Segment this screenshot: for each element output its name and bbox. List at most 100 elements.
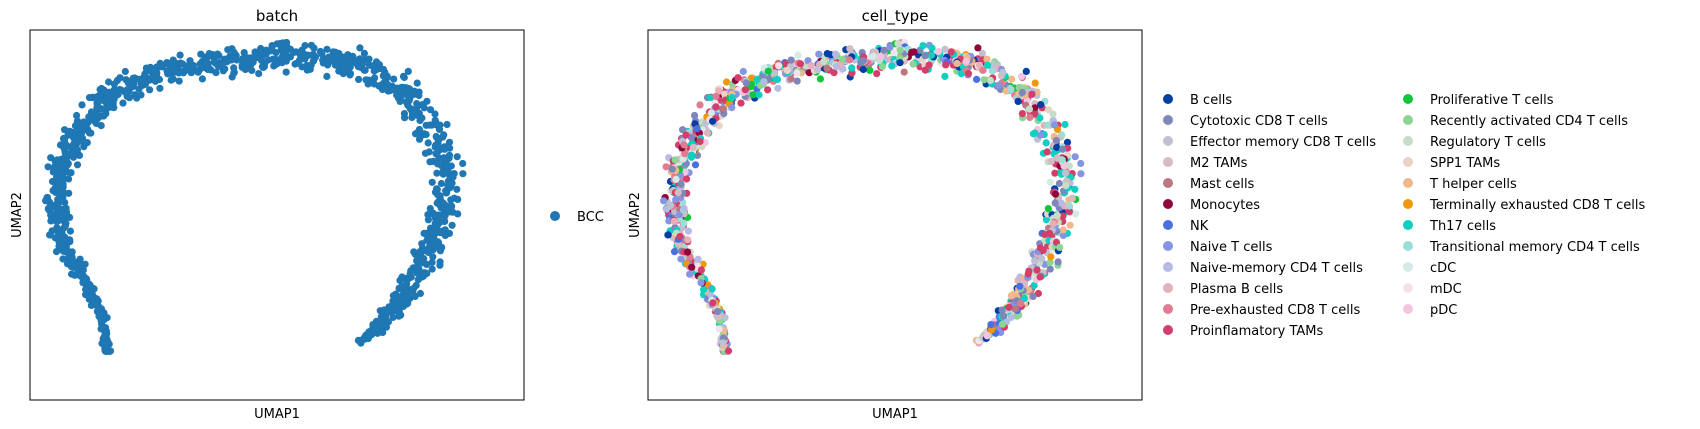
data-point bbox=[1062, 182, 1070, 190]
data-point bbox=[58, 232, 66, 241]
data-point bbox=[1036, 131, 1044, 139]
data-point bbox=[680, 219, 688, 227]
data-point bbox=[94, 92, 102, 100]
data-point bbox=[764, 67, 772, 75]
legend-label: cDC bbox=[1430, 261, 1456, 276]
data-point bbox=[381, 320, 389, 328]
data-point bbox=[1007, 313, 1015, 321]
data-point bbox=[453, 153, 461, 161]
data-point bbox=[999, 68, 1007, 76]
data-point bbox=[71, 143, 79, 152]
data-point bbox=[453, 185, 461, 193]
data-point bbox=[290, 48, 298, 57]
data-point bbox=[368, 76, 376, 84]
data-point bbox=[1025, 267, 1033, 275]
data-point bbox=[282, 68, 290, 76]
data-point bbox=[1037, 101, 1045, 109]
data-point bbox=[1031, 257, 1039, 265]
data-point bbox=[255, 70, 263, 78]
data-point bbox=[796, 60, 805, 68]
data-point bbox=[48, 201, 57, 209]
data-point bbox=[680, 204, 688, 212]
data-point bbox=[362, 76, 370, 84]
data-point bbox=[212, 69, 220, 77]
data-point bbox=[65, 175, 73, 183]
data-point bbox=[1034, 289, 1042, 298]
data-point bbox=[198, 75, 206, 83]
data-point bbox=[323, 45, 331, 53]
data-point bbox=[195, 66, 204, 74]
data-point bbox=[748, 80, 756, 88]
data-point bbox=[70, 151, 78, 159]
data-point bbox=[428, 265, 436, 273]
data-point bbox=[205, 64, 213, 72]
data-point bbox=[1071, 153, 1079, 161]
legend-marker bbox=[1403, 157, 1413, 167]
data-point bbox=[439, 199, 447, 207]
data-point bbox=[1018, 88, 1026, 97]
data-point bbox=[435, 143, 443, 152]
legend-label: M2 TAMs bbox=[1190, 156, 1248, 171]
data-point bbox=[431, 220, 439, 228]
data-point bbox=[1030, 281, 1038, 289]
data-point bbox=[382, 312, 390, 320]
batch-ylabel: UMAP2 bbox=[10, 192, 25, 238]
data-point bbox=[399, 72, 408, 80]
data-point bbox=[1059, 145, 1067, 153]
data-point bbox=[962, 57, 970, 65]
data-point bbox=[928, 44, 936, 52]
data-point bbox=[866, 66, 874, 74]
data-point bbox=[62, 219, 70, 227]
data-point bbox=[441, 212, 449, 220]
data-point bbox=[1061, 120, 1069, 129]
data-point bbox=[973, 75, 981, 83]
data-point bbox=[155, 75, 164, 84]
data-point bbox=[1046, 178, 1054, 186]
data-point bbox=[370, 67, 378, 75]
data-point bbox=[97, 325, 105, 333]
data-point bbox=[896, 59, 904, 67]
batch-title: batch bbox=[256, 7, 298, 25]
legend-label: Transitional memory CD4 T cells bbox=[1429, 240, 1640, 255]
legend-label: Regulatory T cells bbox=[1430, 135, 1546, 150]
data-point bbox=[142, 78, 150, 86]
data-point bbox=[89, 109, 97, 117]
data-point bbox=[176, 51, 184, 59]
data-point bbox=[1020, 294, 1028, 302]
data-point bbox=[694, 255, 702, 263]
data-point bbox=[46, 231, 54, 239]
data-point bbox=[121, 67, 129, 76]
data-point bbox=[393, 305, 402, 313]
batch-xlabel: UMAP1 bbox=[254, 407, 300, 422]
data-point bbox=[119, 99, 127, 107]
data-point bbox=[1049, 220, 1057, 228]
data-point bbox=[859, 65, 868, 74]
data-point bbox=[1060, 162, 1068, 170]
data-point bbox=[1059, 226, 1067, 234]
data-point bbox=[437, 179, 445, 188]
data-point bbox=[832, 63, 841, 71]
data-point bbox=[846, 56, 854, 64]
data-point bbox=[268, 43, 276, 51]
data-point bbox=[91, 299, 99, 307]
data-point bbox=[415, 266, 423, 274]
data-point bbox=[807, 61, 816, 70]
data-point bbox=[205, 50, 213, 58]
data-point bbox=[696, 101, 704, 109]
data-point bbox=[1017, 72, 1026, 80]
cell-type-title: cell_type bbox=[862, 7, 929, 26]
data-point bbox=[400, 110, 408, 118]
data-point bbox=[1036, 273, 1044, 281]
legend-label: Terminally exhausted CD8 T cells bbox=[1429, 198, 1645, 213]
data-point bbox=[1052, 136, 1060, 145]
data-point bbox=[276, 40, 284, 48]
legend-marker bbox=[1163, 304, 1173, 314]
data-point bbox=[1077, 170, 1085, 178]
data-point bbox=[688, 151, 696, 159]
data-point bbox=[418, 131, 426, 139]
data-point bbox=[793, 69, 801, 77]
data-point bbox=[1029, 130, 1038, 138]
data-point bbox=[712, 92, 720, 100]
data-point bbox=[248, 66, 256, 74]
data-point bbox=[775, 62, 783, 70]
